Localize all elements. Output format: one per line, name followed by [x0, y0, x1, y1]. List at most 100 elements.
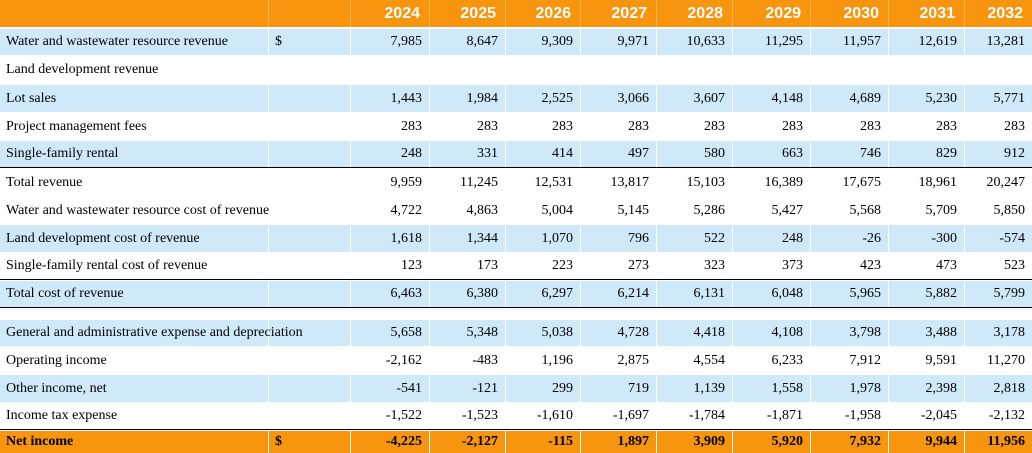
value-cell-2024[interactable]: 1,618 — [350, 225, 429, 252]
year-header-2032[interactable]: 2032 — [964, 0, 1032, 27]
value-cell-2024[interactable]: 283 — [350, 113, 429, 140]
value-cell-2030[interactable]: 5,965 — [810, 281, 888, 307]
currency-cell[interactable] — [268, 141, 350, 167]
value-cell-2027[interactable]: 273 — [580, 253, 656, 279]
year-header-2026[interactable]: 2026 — [505, 0, 580, 27]
currency-cell[interactable] — [268, 169, 350, 196]
value-cell-2029[interactable]: 6,048 — [732, 281, 810, 307]
value-cell-2029[interactable]: 16,389 — [732, 169, 810, 196]
value-cell-2032[interactable] — [964, 57, 1032, 83]
value-cell-2029[interactable]: 5,920 — [732, 431, 810, 453]
currency-cell[interactable] — [268, 225, 350, 252]
value-cell-2031[interactable]: 2,398 — [888, 375, 964, 402]
value-cell-2027[interactable]: -1,697 — [580, 403, 656, 429]
value-cell-2024[interactable]: 4,722 — [350, 197, 429, 224]
currency-cell[interactable] — [268, 347, 350, 374]
value-cell-2029[interactable]: 283 — [732, 113, 810, 140]
year-header-2029[interactable]: 2029 — [732, 0, 810, 27]
value-cell-2024[interactable]: 123 — [350, 253, 429, 279]
row-label[interactable]: Net income — [6, 434, 74, 449]
value-cell-2030[interactable]: 423 — [810, 253, 888, 279]
row-label[interactable]: Single-family rental — [6, 146, 119, 161]
value-cell-2024[interactable] — [350, 57, 429, 83]
value-cell-2029[interactable]: 4,148 — [732, 85, 810, 112]
value-cell-2031[interactable]: 283 — [888, 113, 964, 140]
value-cell-2025[interactable]: -1,523 — [429, 403, 505, 429]
value-cell-2026[interactable]: 2,525 — [505, 85, 580, 112]
value-cell-2026[interactable]: 1,070 — [505, 225, 580, 252]
value-cell-2031[interactable]: 829 — [888, 141, 964, 167]
value-cell-2031[interactable]: 5,882 — [888, 281, 964, 307]
value-cell-2030[interactable]: 7,932 — [810, 431, 888, 453]
value-cell-2027[interactable]: 5,145 — [580, 197, 656, 224]
value-cell-2025[interactable]: 4,863 — [429, 197, 505, 224]
row-label[interactable]: Water and wastewater resource cost of re… — [6, 202, 270, 218]
value-cell-2028[interactable]: 6,131 — [656, 281, 732, 307]
value-cell-2029[interactable]: 663 — [732, 141, 810, 167]
value-cell-2025[interactable]: 1,984 — [429, 85, 505, 112]
value-cell-2032[interactable]: 13,281 — [964, 29, 1032, 55]
value-cell-2030[interactable]: 283 — [810, 113, 888, 140]
value-cell-2025[interactable]: -121 — [429, 375, 505, 402]
year-header-2027[interactable]: 2027 — [580, 0, 656, 27]
value-cell-2024[interactable]: -4,225 — [350, 431, 429, 453]
value-cell-2028[interactable]: -1,784 — [656, 403, 732, 429]
value-cell-2026[interactable]: -115 — [505, 431, 580, 453]
value-cell-2032[interactable]: -2,132 — [964, 403, 1032, 429]
value-cell-2024[interactable]: 1,443 — [350, 85, 429, 112]
row-label[interactable]: Land development cost of revenue — [6, 230, 200, 246]
value-cell-2029[interactable]: -1,871 — [732, 403, 810, 429]
value-cell-2024[interactable]: 248 — [350, 141, 429, 167]
year-header-2024[interactable]: 2024 — [350, 0, 429, 27]
value-cell-2028[interactable]: 3,607 — [656, 85, 732, 112]
value-cell-2028[interactable] — [656, 57, 732, 83]
value-cell-2027[interactable]: 283 — [580, 113, 656, 140]
value-cell-2032[interactable]: 5,799 — [964, 281, 1032, 307]
value-cell-2026[interactable]: 223 — [505, 253, 580, 279]
value-cell-2025[interactable] — [429, 57, 505, 83]
value-cell-2026[interactable]: 283 — [505, 113, 580, 140]
value-cell-2027[interactable]: 2,875 — [580, 347, 656, 374]
value-cell-2025[interactable]: 8,647 — [429, 29, 505, 55]
value-cell-2027[interactable]: 796 — [580, 225, 656, 252]
value-cell-2031[interactable]: 5,709 — [888, 197, 964, 224]
value-cell-2032[interactable]: 523 — [964, 253, 1032, 279]
value-cell-2031[interactable]: 5,230 — [888, 85, 964, 112]
value-cell-2028[interactable]: 283 — [656, 113, 732, 140]
value-cell-2025[interactable]: 6,380 — [429, 281, 505, 307]
value-cell-2032[interactable]: 11,270 — [964, 347, 1032, 374]
currency-cell[interactable]: $ — [268, 29, 350, 55]
value-cell-2030[interactable]: -26 — [810, 225, 888, 252]
value-cell-2028[interactable]: 5,286 — [656, 197, 732, 224]
value-cell-2024[interactable]: -2,162 — [350, 347, 429, 374]
year-header-2030[interactable]: 2030 — [810, 0, 888, 27]
value-cell-2032[interactable]: 20,247 — [964, 169, 1032, 196]
value-cell-2026[interactable]: 6,297 — [505, 281, 580, 307]
value-cell-2027[interactable]: 1,897 — [580, 431, 656, 453]
value-cell-2025[interactable]: 173 — [429, 253, 505, 279]
value-cell-2030[interactable]: -1,958 — [810, 403, 888, 429]
currency-cell[interactable] — [268, 281, 350, 307]
currency-cell[interactable] — [268, 253, 350, 279]
value-cell-2032[interactable]: 5,771 — [964, 85, 1032, 112]
value-cell-2025[interactable]: -2,127 — [429, 431, 505, 453]
value-cell-2029[interactable]: 373 — [732, 253, 810, 279]
value-cell-2030[interactable]: 17,675 — [810, 169, 888, 196]
row-label[interactable]: Lot sales — [6, 90, 57, 106]
currency-cell[interactable] — [268, 375, 350, 402]
value-cell-2025[interactable]: 283 — [429, 113, 505, 140]
value-cell-2030[interactable]: 5,568 — [810, 197, 888, 224]
value-cell-2032[interactable]: 3,178 — [964, 320, 1032, 346]
value-cell-2026[interactable]: 299 — [505, 375, 580, 402]
value-cell-2026[interactable]: 1,196 — [505, 347, 580, 374]
value-cell-2026[interactable]: 9,309 — [505, 29, 580, 55]
value-cell-2025[interactable]: 11,245 — [429, 169, 505, 196]
value-cell-2031[interactable]: 3,488 — [888, 320, 964, 346]
value-cell-2029[interactable]: 4,108 — [732, 320, 810, 346]
value-cell-2027[interactable]: 9,971 — [580, 29, 656, 55]
currency-cell[interactable] — [268, 113, 350, 140]
value-cell-2027[interactable]: 497 — [580, 141, 656, 167]
currency-cell[interactable] — [268, 403, 350, 429]
row-label[interactable]: Land development revenue — [6, 62, 159, 77]
value-cell-2029[interactable]: 6,233 — [732, 347, 810, 374]
